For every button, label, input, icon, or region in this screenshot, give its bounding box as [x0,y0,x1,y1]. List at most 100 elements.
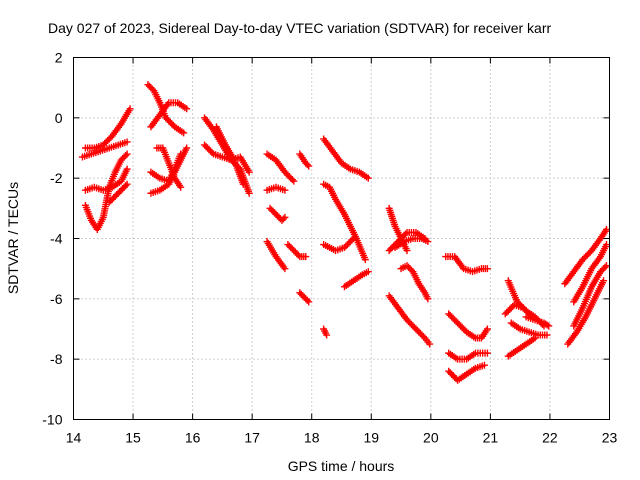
x-tick-label: 23 [602,430,618,446]
data-point-marker [123,180,131,188]
data-point-marker [483,325,491,333]
grid-lines [73,57,610,420]
data-point-marker [180,129,188,137]
data-point-marker [281,265,289,273]
data-series-arc-7 [147,99,191,131]
data-point-marker [245,189,253,197]
x-tick-label: 21 [483,430,499,446]
x-axis-label: GPS time / hours [288,458,395,474]
data-point-marker [245,168,253,176]
data-point-marker [364,174,372,182]
data-point-marker [123,150,131,158]
data-series-arc-39 [522,313,553,330]
data-series-arc-14 [263,150,298,185]
data-series-arc-15 [263,183,289,194]
data-series-arc-43 [570,241,611,306]
data-point-marker [183,105,191,113]
data-point-marker [126,105,134,113]
data-series-arc-10 [153,144,185,191]
data-series-arc-40 [561,225,611,288]
data-series-arc-4 [81,150,131,233]
x-tick-label: 19 [363,430,379,446]
y-tick-label: -8 [50,351,63,367]
data-point-marker [208,149,216,157]
data-point-marker [123,165,131,173]
data-point-marker [531,334,539,342]
data-point-marker [424,238,432,246]
data-point-marker [543,331,551,339]
data-series-arc-41 [564,277,608,348]
data-point-marker [303,161,311,169]
data-point-marker [177,150,185,158]
data-point-marker [480,361,488,369]
data-series-arc-33 [445,349,491,363]
y-tick-label: -10 [42,412,62,428]
data-point-marker [281,186,289,194]
data-point-marker [407,266,415,274]
data-series-arc-29 [397,262,432,303]
data-point-marker [123,138,131,146]
data-point-marker [303,296,311,304]
data-points [78,81,611,384]
x-tick-label: 14 [66,430,82,446]
data-point-marker [122,182,130,190]
data-series-arc-18 [284,241,310,261]
data-series-arc-19 [296,289,313,306]
data-point-marker [239,180,247,188]
data-point-marker [361,256,369,264]
data-series-arc-20 [296,150,313,170]
data-series-arc-37 [507,319,551,339]
data-point-marker [426,340,434,348]
data-series-arc-3 [81,165,131,194]
data-series-arc-34 [445,361,488,384]
x-tick-label: 17 [244,430,260,446]
data-point-marker [603,241,611,249]
data-point-marker [305,298,313,306]
data-series-arc-21 [320,135,372,182]
data-series-arc-17 [263,238,289,273]
data-series-arc-13 [212,123,247,188]
data-series-arc-23 [320,235,357,255]
data-point-marker [403,247,411,255]
data-point-marker [509,302,517,310]
data-point-marker [349,235,357,242]
data-point-marker [603,262,611,270]
data-point-marker [348,236,356,244]
data-point-marker [290,177,298,185]
data-series-arc-16 [266,204,289,224]
x-tick-label: 18 [304,430,320,446]
data-point-marker [483,349,491,357]
data-series-arc-5 [105,180,131,206]
data-point-marker [600,277,608,285]
data-point-marker [601,263,609,271]
data-series-arc-31 [442,253,491,276]
data-point-marker [279,215,287,223]
data-series-arc-25 [320,325,331,339]
y-tick-label: 2 [55,50,63,66]
data-point-marker [364,268,372,276]
x-tick-label: 22 [542,430,558,446]
y-tick-label: -6 [50,291,63,307]
data-point-marker [543,321,551,329]
data-series-arc-32 [445,310,491,342]
x-tick-label: 20 [423,430,439,446]
data-point-marker [288,176,296,184]
data-series-arc-22 [320,180,369,264]
data-point-marker [545,322,553,330]
y-tick-label: -4 [50,231,63,247]
data-point-marker [603,225,611,233]
data-series-arc-27 [385,228,429,255]
data-point-marker [305,162,313,170]
data-point-marker [302,253,310,261]
data-series-arc-28 [391,235,432,252]
data-series-arc-42 [570,262,611,330]
data-point-marker [483,265,491,273]
data-series-arc-38 [504,334,539,360]
data-point-marker [122,152,130,160]
x-tick-label: 15 [125,430,141,446]
x-tick-label: 16 [185,430,201,446]
data-point-marker [402,230,410,238]
data-series-arc-2 [78,138,131,161]
chart-title: Day 027 of 2023, Sidereal Day-to-day VTE… [48,20,551,36]
